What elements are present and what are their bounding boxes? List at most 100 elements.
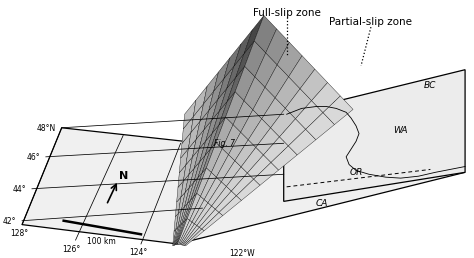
Polygon shape [199,120,212,149]
Polygon shape [197,206,215,227]
Polygon shape [174,213,178,231]
Polygon shape [188,178,198,203]
Polygon shape [300,69,328,101]
Text: 42°: 42° [2,217,16,226]
Polygon shape [288,129,316,155]
Polygon shape [234,30,253,66]
Polygon shape [179,220,192,245]
Polygon shape [181,132,191,158]
Polygon shape [173,229,176,246]
Polygon shape [289,56,315,89]
Polygon shape [194,141,206,168]
Polygon shape [228,132,248,161]
Polygon shape [236,41,254,77]
Polygon shape [205,125,219,155]
Polygon shape [190,162,200,187]
Polygon shape [182,187,190,210]
Polygon shape [212,88,227,120]
Polygon shape [244,77,265,110]
Text: Partial-slip zone: Partial-slip zone [329,18,412,27]
Text: OR: OR [349,168,363,177]
Polygon shape [201,172,217,200]
Polygon shape [226,92,244,125]
Polygon shape [200,133,212,162]
Polygon shape [173,228,178,246]
Polygon shape [306,112,335,140]
Polygon shape [284,70,465,201]
Polygon shape [241,147,264,173]
Polygon shape [323,96,353,125]
Polygon shape [200,209,219,229]
Polygon shape [211,149,228,177]
Polygon shape [189,149,199,174]
Polygon shape [271,108,295,137]
Polygon shape [193,86,207,116]
Polygon shape [265,65,289,98]
Polygon shape [194,155,205,182]
Polygon shape [237,179,260,200]
Polygon shape [219,196,241,216]
Polygon shape [202,212,223,231]
Polygon shape [22,128,465,244]
Polygon shape [295,101,323,129]
Polygon shape [202,142,216,173]
Polygon shape [192,200,208,224]
Polygon shape [206,142,222,172]
Polygon shape [176,210,182,229]
Polygon shape [210,117,226,149]
Polygon shape [183,100,196,129]
Polygon shape [222,125,241,155]
Polygon shape [204,177,221,203]
Polygon shape [204,99,218,130]
Polygon shape [198,149,210,178]
Polygon shape [185,168,194,192]
Polygon shape [177,219,187,244]
Polygon shape [231,173,254,196]
Polygon shape [180,222,194,245]
Polygon shape [235,66,255,101]
Polygon shape [247,155,271,179]
Polygon shape [233,101,253,132]
Text: 122°W: 122°W [229,249,255,258]
Polygon shape [197,168,211,196]
Polygon shape [176,220,185,245]
Polygon shape [192,130,204,157]
Polygon shape [256,128,280,155]
Text: 126°: 126° [63,245,81,254]
Text: 46°: 46° [26,153,40,162]
Polygon shape [214,58,230,91]
Polygon shape [209,79,224,110]
Text: BC: BC [424,81,437,90]
Polygon shape [255,53,277,87]
Polygon shape [175,222,183,245]
Text: Fig. 7: Fig. 7 [214,139,235,148]
Text: 48°N: 48°N [36,124,56,133]
Polygon shape [184,229,204,246]
Polygon shape [311,83,340,112]
Polygon shape [228,66,245,101]
Polygon shape [183,227,202,246]
Polygon shape [187,193,201,220]
Text: 100 km: 100 km [87,237,116,246]
Polygon shape [264,137,288,163]
Polygon shape [216,117,233,149]
Polygon shape [244,15,264,53]
Polygon shape [275,77,300,108]
Polygon shape [218,66,234,99]
Polygon shape [183,197,194,222]
Polygon shape [185,193,197,220]
Polygon shape [184,182,194,207]
Polygon shape [191,173,202,200]
Polygon shape [227,167,247,191]
Polygon shape [227,53,244,88]
Polygon shape [254,15,277,53]
Text: Full-slip zone: Full-slip zone [253,8,320,18]
Polygon shape [182,200,191,224]
Polygon shape [206,111,219,141]
Text: WA: WA [393,126,408,135]
Polygon shape [254,163,279,185]
Polygon shape [182,225,200,245]
Polygon shape [248,119,271,147]
Polygon shape [178,207,184,228]
Text: 128°: 128° [10,229,28,238]
